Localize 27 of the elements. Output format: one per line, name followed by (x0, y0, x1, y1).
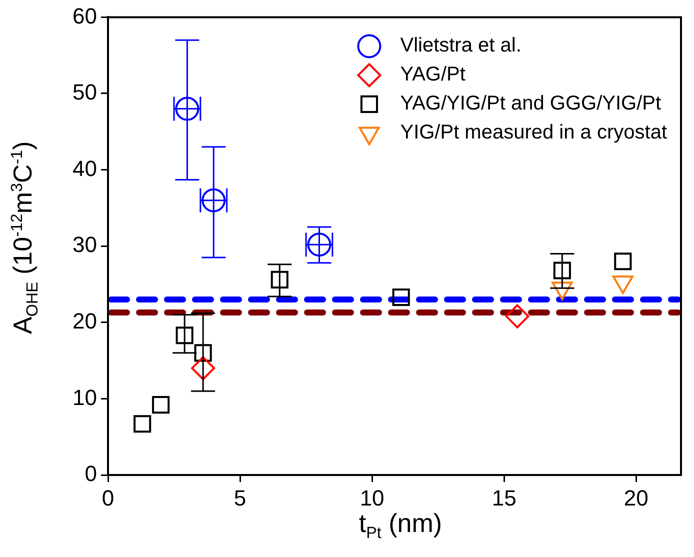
legend-label: YAG/Pt (400, 64, 466, 86)
y-tick-label: 20 (72, 308, 97, 334)
point (392, 288, 410, 306)
legend-label: YAG/YIG/Pt and GGG/YIG/Pt (400, 92, 662, 115)
point (553, 262, 571, 280)
y-tick-label: 40 (72, 156, 97, 181)
y-tick-label: 60 (72, 3, 97, 28)
point (270, 270, 288, 288)
point (176, 326, 194, 344)
y-tick-label: 10 (72, 384, 97, 410)
y-tick-label: 50 (72, 80, 97, 105)
x-tick-label: 20 (624, 485, 648, 510)
point (614, 252, 632, 270)
point (194, 344, 212, 362)
x-axis-title: t$_{Pt}$ (nm) (358, 508, 442, 542)
x-tick-label: 15 (492, 485, 516, 510)
point (134, 415, 152, 433)
legend-label: YIG/Pt measured in a cryostat (400, 122, 668, 144)
x-tick-label: 10 (360, 485, 384, 510)
point (191, 356, 216, 380)
point (505, 304, 530, 328)
point (152, 396, 170, 414)
legend-label: Vlietstra et al. (400, 34, 522, 57)
x-tick-label: 0 (102, 485, 114, 510)
x-tick-label: 5 (234, 485, 246, 510)
y-tick-label: 0 (84, 461, 97, 486)
y-tick-label: 30 (72, 232, 97, 258)
